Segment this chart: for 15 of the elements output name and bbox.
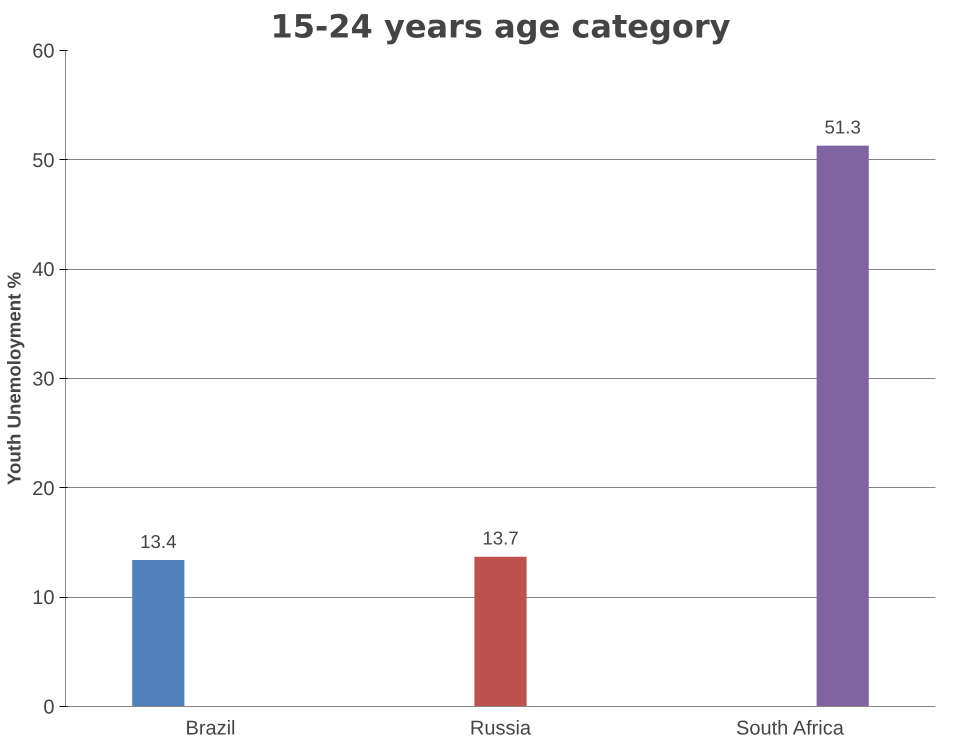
y-tick-label: 20 xyxy=(32,478,55,500)
y-tick-label: 0 xyxy=(43,696,54,718)
y-tick-label: 60 xyxy=(32,40,55,62)
data-label: 13.7 xyxy=(482,528,519,549)
y-tick-label: 50 xyxy=(32,150,55,172)
x-tick-label: Russia xyxy=(470,718,532,740)
y-axis-title: Youth Unemoloyment % xyxy=(3,272,24,486)
chart-title: 15-24 years age category xyxy=(270,8,731,46)
x-tick-label: Brazil xyxy=(185,718,236,740)
y-tick-label: 30 xyxy=(32,368,55,390)
data-label: 13.4 xyxy=(140,530,176,552)
y-tick-label: 10 xyxy=(32,587,55,610)
y-tick-label: 40 xyxy=(32,259,55,282)
x-tick-label: South Africa xyxy=(736,718,845,740)
data-label: 51.3 xyxy=(824,116,861,138)
